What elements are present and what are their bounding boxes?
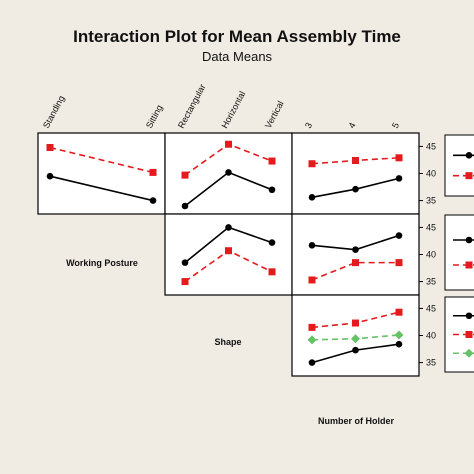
legend-marker bbox=[465, 261, 473, 269]
data-point bbox=[225, 140, 232, 148]
data-point bbox=[307, 335, 317, 345]
legend-marker bbox=[464, 348, 474, 358]
data-point bbox=[225, 169, 232, 176]
data-point bbox=[268, 157, 276, 165]
data-point bbox=[352, 346, 359, 354]
y-tick-label: 40 bbox=[426, 250, 436, 260]
data-point bbox=[394, 330, 404, 340]
category-label: Vertical bbox=[263, 99, 286, 130]
data-point bbox=[268, 186, 276, 194]
data-point bbox=[149, 168, 157, 176]
factor-label: Number of Holder bbox=[318, 416, 395, 426]
data-point bbox=[308, 194, 316, 201]
legend-box bbox=[444, 134, 474, 197]
panels-layer bbox=[37, 132, 420, 377]
panel-frame bbox=[291, 132, 420, 215]
category-label: Standing bbox=[41, 94, 67, 130]
data-point bbox=[181, 171, 189, 179]
data-point bbox=[352, 259, 359, 267]
factor-label: Shape bbox=[214, 337, 241, 347]
y-tick-label: 35 bbox=[426, 358, 436, 368]
data-point bbox=[181, 259, 189, 266]
data-point bbox=[351, 334, 360, 344]
y-tick-label: 35 bbox=[426, 277, 436, 287]
category-label: 5 bbox=[390, 121, 401, 130]
data-point bbox=[46, 144, 54, 151]
data-point bbox=[395, 175, 403, 182]
category-label: 4 bbox=[346, 121, 357, 130]
data-point bbox=[181, 202, 189, 210]
data-point bbox=[308, 241, 316, 249]
y-tick-label: 40 bbox=[426, 331, 436, 341]
data-point bbox=[395, 308, 403, 316]
legend-box bbox=[444, 214, 474, 291]
category-label: 3 bbox=[303, 121, 314, 130]
panel-frame bbox=[37, 132, 166, 215]
series-line bbox=[49, 146, 154, 174]
legend-marker bbox=[465, 331, 473, 338]
data-point bbox=[308, 359, 316, 366]
data-point bbox=[352, 157, 359, 164]
legend-marker bbox=[465, 312, 473, 320]
y-tick-label: 45 bbox=[426, 222, 436, 232]
series-line bbox=[49, 175, 154, 202]
data-point bbox=[268, 239, 276, 246]
data-point bbox=[181, 278, 189, 286]
category-label: Sitting bbox=[144, 103, 165, 130]
chart-subtitle: Data Means bbox=[202, 49, 273, 64]
data-point bbox=[395, 259, 403, 267]
data-point bbox=[395, 340, 403, 348]
data-point bbox=[268, 268, 276, 276]
data-point bbox=[46, 172, 54, 180]
data-point bbox=[352, 246, 359, 253]
factor-label: Working Posture bbox=[66, 258, 138, 268]
category-label: Rectangular bbox=[176, 82, 208, 130]
y-tick-label: 40 bbox=[426, 169, 436, 179]
legend-layer bbox=[444, 134, 474, 373]
data-point bbox=[352, 319, 359, 327]
legend-marker bbox=[465, 172, 473, 180]
data-point bbox=[308, 276, 316, 284]
data-point bbox=[395, 154, 403, 162]
y-tick-label: 45 bbox=[426, 303, 436, 313]
y-tick-label: 45 bbox=[426, 141, 436, 151]
y-tick-label: 35 bbox=[426, 196, 436, 206]
data-point bbox=[225, 224, 232, 231]
data-point bbox=[352, 185, 359, 193]
data-point bbox=[395, 232, 403, 239]
legend-marker bbox=[465, 152, 473, 159]
chart-title: Interaction Plot for Mean Assembly Time bbox=[73, 27, 401, 46]
series-line bbox=[311, 261, 399, 281]
category-label: Horizontal bbox=[219, 89, 247, 129]
data-point bbox=[308, 323, 316, 331]
legend-marker bbox=[465, 236, 473, 244]
data-point bbox=[308, 160, 316, 168]
data-point bbox=[149, 197, 157, 204]
data-point bbox=[225, 247, 232, 255]
